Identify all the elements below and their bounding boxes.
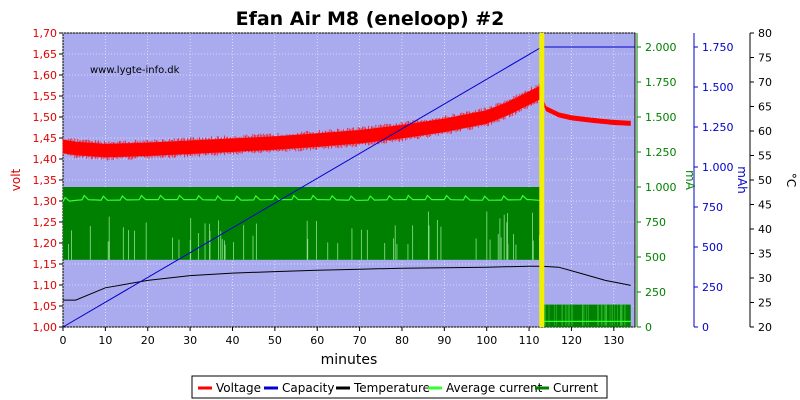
legend-label: Average current [446,381,543,395]
grid [62,32,635,328]
mAh-tick-label: 500 [702,241,723,254]
volt-tick-label: 1,15 [33,258,58,271]
temp-tick-label: 50 [758,174,772,187]
temp-tick-label: 35 [758,248,772,261]
x-tick-label: 20 [141,334,155,347]
series-voltage-noise [62,82,541,161]
mA-tick-label: 1.750 [645,76,677,89]
mA-tick-label: 2.000 [645,41,677,54]
x-axis-title: minutes [321,352,378,368]
temp-tick-label: 70 [758,76,772,89]
series-voltage-recovery [541,95,631,126]
temp-tick-label: 65 [758,101,772,114]
x-tick-label: 110 [519,334,540,347]
series-average-current-line [62,194,631,322]
temp-tick-label: 55 [758,150,772,163]
mA-tick-label: 250 [645,286,666,299]
series-current-band [63,187,541,260]
volt-tick-label: 1,20 [33,237,58,250]
temp-tick-label: 60 [758,125,772,138]
volt-tick-label: 1,40 [33,153,58,166]
volt-tick-label: 1,10 [33,279,58,292]
legend-label: Capacity [282,381,334,395]
volt-tick-label: 1,30 [33,195,58,208]
legend-label: Current [553,381,598,395]
y-axis-title-mah: mAh [735,166,749,194]
temp-tick-label: 20 [758,321,772,334]
volt-tick-label: 1,45 [33,132,58,145]
volt-tick-label: 1,00 [33,321,58,334]
watermark: www.lygte-info.dk [90,65,180,76]
series-voltage-band [63,85,542,158]
mA-tick-label: 750 [645,216,666,229]
temp-tick-label: 30 [758,272,772,285]
x-tick-label: 0 [60,334,67,347]
axes-layer: 0 10 20 30 40 50 60 70 80 90 100 110 120 130 1,00 1,05 1… [33,27,773,347]
mA-tick-label: 1.500 [645,111,677,124]
temp-tick-label: 45 [758,199,772,212]
mAh-tick-label: 750 [702,201,723,214]
volt-tick-label: 1,25 [33,216,58,229]
x-tick-label: 130 [603,334,624,347]
mAh-tick-label: 0 [702,321,709,334]
temp-tick-label: 40 [758,223,772,236]
discharge-end-marker [539,33,545,327]
y-axis-title-temp: °C [784,173,798,187]
mAh-tick-label: 1.500 [702,81,734,94]
mAh-tick-label: 1.250 [702,121,734,134]
temp-tick-label: 25 [758,297,772,310]
x-tick-label: 10 [98,334,112,347]
volt-tick-label: 1,70 [33,27,58,40]
x-tick-label: 100 [476,334,497,347]
mAh-tick-label: 250 [702,281,723,294]
series-layer [62,33,635,328]
x-tick-label: 60 [310,334,324,347]
volt-tick-label: 1,55 [33,90,58,103]
legend-label: Temperature [353,381,430,395]
x-tick-label: 80 [395,334,409,347]
legend: Voltage Capacity Temperature Average curren… [191,375,608,399]
mA-tick-label: 500 [645,251,666,264]
temp-tick-label: 75 [758,52,772,65]
x-tick-label: 30 [183,334,197,347]
x-tick-label: 50 [268,334,282,347]
y-axis-title-volt: volt [9,168,23,191]
legend-label: Voltage [216,381,261,395]
mA-tick-label: 1.250 [645,146,677,159]
x-tick-label: 70 [353,334,367,347]
x-tick-label: 40 [225,334,239,347]
mA-tick-label: 0 [645,321,652,334]
mAh-tick-label: 1.750 [702,41,734,54]
mA-tick-label: 1.000 [645,181,677,194]
volt-tick-label: 1,05 [33,300,58,313]
volt-tick-label: 1,50 [33,111,58,124]
mAh-tick-label: 1.000 [702,161,734,174]
x-tick-label: 90 [437,334,451,347]
volt-tick-label: 1,35 [33,174,58,187]
volt-tick-label: 1,60 [33,69,58,82]
y-axis-title-ma: mA [683,170,697,191]
series-current-band [542,304,631,327]
temp-tick-label: 80 [758,27,772,40]
legend-box [191,375,608,399]
chart-title: Efan Air M8 (eneloop) #2 [236,8,505,30]
volt-tick-label: 1,65 [33,48,58,61]
x-tick-label: 120 [561,334,582,347]
